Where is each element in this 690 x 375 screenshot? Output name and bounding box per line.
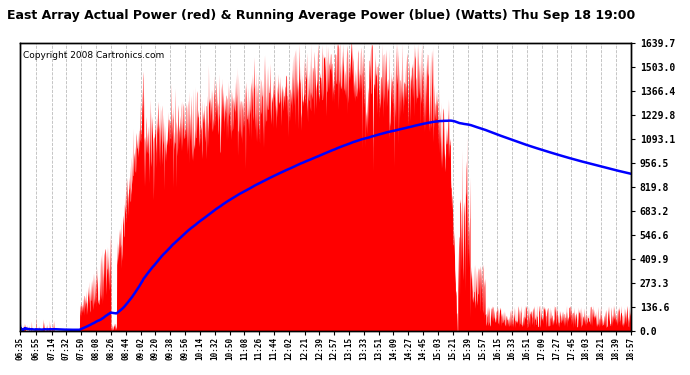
Text: East Array Actual Power (red) & Running Average Power (blue) (Watts) Thu Sep 18 : East Array Actual Power (red) & Running …	[7, 9, 635, 22]
Text: Copyright 2008 Cartronics.com: Copyright 2008 Cartronics.com	[23, 51, 164, 60]
